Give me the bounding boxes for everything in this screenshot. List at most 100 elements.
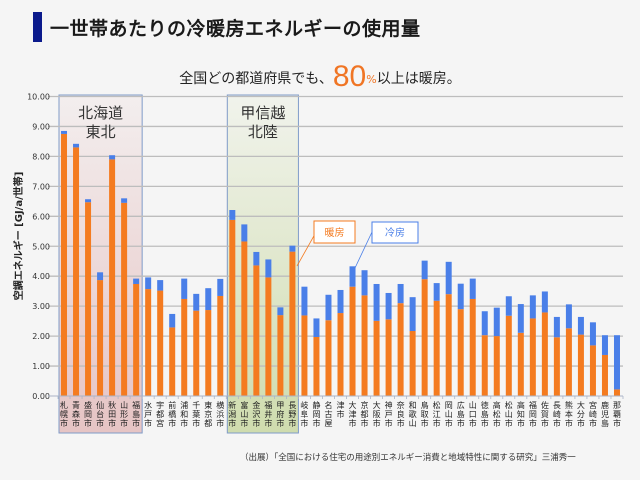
bar-heating [73, 147, 80, 396]
bar-heating [277, 315, 284, 396]
y-tick-label: 7.00 [32, 182, 50, 191]
bar-cooling [565, 304, 572, 329]
y-tick-label: 1.00 [32, 362, 50, 371]
region-label-line2: 東北 [86, 123, 116, 141]
x-tick-label: 札幌市 [60, 400, 68, 428]
bar-cooling [97, 272, 104, 281]
bar-cooling [217, 278, 224, 296]
bar-cooling [121, 198, 128, 203]
bar-heating [385, 319, 392, 396]
bar-cooling [601, 335, 608, 355]
legend-cooling-box [371, 221, 419, 244]
bar-cooling [397, 283, 404, 304]
bar-heating [493, 336, 500, 396]
x-tick-label: 岐阜市 [300, 400, 308, 428]
bar-cooling [517, 304, 524, 333]
bar-cooling [193, 293, 200, 311]
bar-cooling [301, 286, 308, 316]
bar-cooling [361, 270, 368, 296]
x-tick-label: 前橋市 [168, 400, 176, 428]
subtitle-highlight-number: 80 [332, 60, 367, 93]
bar-heating [217, 295, 224, 396]
y-tick-label: 4.00 [32, 272, 50, 281]
bar-heating [553, 337, 560, 396]
bar-heating [193, 310, 200, 396]
bar-cooling [289, 245, 296, 252]
x-tick-label: 京都市 [361, 400, 369, 428]
x-tick-label: 静岡市 [312, 400, 320, 428]
x-tick-label: 金沢市 [252, 400, 260, 428]
bar-heating [157, 290, 164, 396]
bar-heating [97, 280, 104, 396]
bar-heating [445, 294, 452, 396]
bar-heating [361, 295, 368, 396]
bar-heating [145, 289, 152, 396]
x-tick-label: 佐賀市 [541, 400, 549, 428]
x-tick-label: 富山市 [240, 400, 248, 428]
region-label-line1: 甲信越 [240, 104, 285, 122]
bar-heating [469, 298, 476, 396]
bar-cooling [409, 297, 416, 332]
bar-cooling [481, 311, 488, 336]
x-tick-label: 水戸市 [144, 400, 152, 428]
x-tick-label: 松山市 [505, 400, 513, 428]
x-tick-label: 名古屋 [324, 400, 332, 428]
bar-cooling [85, 199, 92, 203]
x-tick-label: 徳島市 [481, 400, 489, 428]
x-tick-label: 盛岡市 [84, 400, 92, 428]
bar-cooling [325, 294, 332, 321]
x-tick-label: 鳥取市 [421, 400, 429, 428]
x-tick-label: 大津市 [349, 400, 357, 428]
bar-cooling [109, 155, 116, 160]
y-axis-label: 空調エネルギー [GJ/a/世帯] [12, 172, 25, 301]
bar-heating [133, 283, 140, 396]
bar-cooling [253, 251, 260, 266]
bar-cooling [229, 210, 236, 220]
subtitle-post: 以上は暖房。 [376, 71, 461, 87]
x-tick-label: 山口市 [469, 400, 477, 428]
x-tick-label: 広島市 [457, 400, 465, 428]
bar-cooling [61, 130, 68, 134]
x-tick-label: 神戸市 [385, 400, 393, 428]
bar-cooling [169, 313, 176, 328]
x-tick-label: 熊本市 [565, 400, 573, 428]
bar-heating [565, 328, 572, 396]
bar-heating [529, 318, 536, 396]
x-tick-label: 青森市 [72, 400, 80, 428]
legend-heating-box [313, 220, 356, 244]
x-tick-label: 横浜市 [216, 400, 224, 428]
bar-cooling [553, 316, 560, 338]
x-tick-label: 鹿児島 [601, 400, 609, 428]
bar-heating [505, 315, 512, 396]
y-tick-label: 10.00 [27, 93, 50, 102]
bar-heating [181, 298, 188, 396]
x-tick-label: 甲府市 [276, 401, 284, 428]
bar-cooling [265, 259, 272, 278]
legend-cooling-label: 冷房 [385, 226, 405, 239]
legend-heating-label: 暖房 [325, 226, 345, 239]
bar-heating [457, 309, 464, 396]
x-tick-label: 高知市 [517, 400, 525, 428]
x-tick-label: 長野市 [288, 401, 296, 428]
bar-cooling [529, 295, 536, 319]
page-title: 一世帯あたりの冷暖房エネルギーの使用量 [50, 18, 421, 40]
bar-cooling [613, 335, 620, 390]
bar-heating [373, 320, 380, 396]
bar-cooling [433, 283, 440, 301]
bar-cooling [73, 143, 80, 148]
region-label-line1: 北海道 [78, 104, 123, 122]
x-tick-label: 大阪市 [373, 400, 381, 428]
bar-cooling [589, 322, 596, 346]
y-tick-label: 0.00 [32, 392, 50, 401]
bar-heating [325, 320, 332, 396]
x-tick-label: 津市 [337, 400, 345, 419]
bar-heating [205, 310, 212, 396]
bar-cooling [505, 296, 512, 316]
bar-heating [421, 279, 428, 396]
y-tick-label: 2.00 [32, 332, 50, 341]
bar-cooling [145, 277, 152, 290]
bar-heating [481, 335, 488, 396]
bar-cooling [241, 224, 248, 242]
region-box-koshinetsu-hokuriku [226, 94, 299, 434]
